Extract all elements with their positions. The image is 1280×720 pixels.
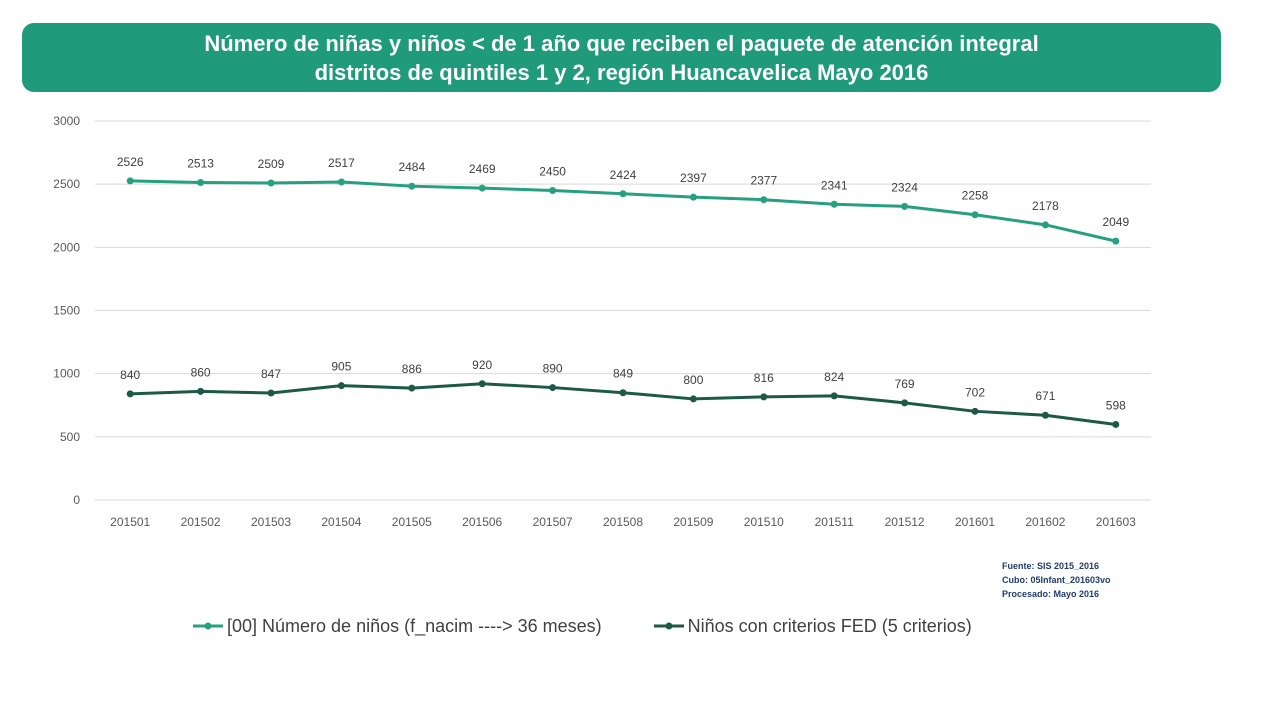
data-point (337, 178, 345, 186)
source-line: Fuente: SIS 2015_2016 (1002, 561, 1100, 571)
data-label: 2397 (680, 171, 707, 185)
data-point (1112, 420, 1120, 428)
data-point (1041, 411, 1049, 419)
chart-legend: [00] Número de niños (f_nacim ----> 36 m… (193, 614, 972, 638)
data-point (760, 196, 768, 204)
data-label: 2377 (750, 174, 777, 188)
chart-title-banner: Número de niñas y niños < de 1 año que r… (22, 23, 1221, 92)
legend-swatch-series-2 (653, 622, 684, 630)
x-tick-label: 201507 (533, 515, 573, 529)
x-tick-label: 201501 (110, 515, 150, 529)
y-tick-label: 3000 (53, 114, 80, 128)
data-point (478, 184, 486, 192)
x-tick-label: 201506 (462, 515, 502, 529)
x-tick-label: 201601 (955, 515, 995, 529)
data-label: 671 (1035, 389, 1055, 403)
x-tick-label: 201504 (321, 515, 361, 529)
data-point (478, 380, 486, 388)
data-point (971, 407, 979, 415)
legend-item-series-2[interactable]: Niños con criterios FED (5 criterios) (653, 615, 972, 637)
data-label: 847 (261, 367, 281, 381)
data-label: 890 (543, 362, 563, 376)
cube-line: Cubo: 05Infant_201603vo (1002, 575, 1111, 585)
x-tick-label: 201503 (251, 515, 291, 529)
data-label: 2450 (539, 164, 566, 178)
x-tick-label: 201510 (744, 515, 784, 529)
data-label: 2258 (962, 189, 989, 203)
data-point (689, 395, 697, 403)
data-point (830, 200, 838, 208)
data-label: 702 (965, 385, 985, 399)
x-tick-label: 201505 (392, 515, 432, 529)
data-point (760, 393, 768, 401)
data-label: 849 (613, 367, 633, 381)
data-point (1041, 221, 1049, 229)
data-label: 2049 (1102, 215, 1129, 229)
y-tick-label: 2500 (53, 177, 80, 191)
data-label: 2324 (891, 180, 918, 194)
data-label: 886 (402, 362, 422, 376)
x-tick-label: 201602 (1025, 515, 1065, 529)
data-label: 2526 (117, 155, 144, 169)
data-label: 2517 (328, 156, 355, 170)
data-label: 920 (472, 358, 492, 372)
data-point (337, 382, 345, 390)
data-point (1112, 237, 1120, 245)
x-tick-label: 201511 (815, 515, 854, 529)
data-point (197, 387, 205, 395)
data-point (901, 399, 909, 407)
data-point (549, 186, 557, 194)
data-point (408, 384, 416, 392)
data-label: 2341 (821, 178, 848, 192)
x-tick-label: 201508 (603, 515, 643, 529)
y-tick-label: 0 (73, 493, 80, 507)
data-point (830, 392, 838, 400)
data-point (267, 179, 275, 187)
legend-label-series-1: [00] Número de niños (f_nacim ----> 36 m… (227, 615, 602, 636)
data-label: 2424 (610, 168, 637, 182)
data-point (971, 211, 979, 219)
data-point (197, 179, 205, 187)
processed-line: Procesado: Mayo 2016 (1002, 589, 1100, 599)
data-label: 840 (120, 368, 140, 382)
data-label: 2178 (1032, 199, 1059, 213)
data-label: 800 (683, 373, 703, 387)
data-label: 769 (895, 377, 915, 391)
x-tick-label: 201502 (181, 515, 221, 529)
data-point (549, 384, 557, 392)
y-tick-label: 1000 (53, 367, 80, 381)
source-note: Fuente: SIS 2015_2016 Cubo: 05Infant_201… (1002, 559, 1111, 601)
y-tick-label: 1500 (53, 304, 80, 318)
legend-label-series-2: Niños con criterios FED (5 criterios) (687, 615, 972, 636)
data-point (619, 389, 627, 397)
chart-title-line2: distritos de quintiles 1 y 2, región Hua… (314, 59, 929, 85)
data-point (689, 193, 697, 201)
data-point (267, 389, 275, 397)
data-label: 816 (754, 371, 774, 385)
data-point (901, 202, 909, 210)
data-label: 860 (191, 365, 211, 379)
y-tick-label: 500 (60, 430, 80, 444)
data-label: 2509 (258, 157, 285, 171)
chart-title-line1: Número de niñas y niños < de 1 año que r… (204, 30, 1039, 56)
legend-swatch-series-1 (193, 622, 223, 630)
data-label: 824 (824, 370, 844, 384)
data-label: 2469 (469, 162, 496, 176)
data-label: 905 (331, 360, 351, 374)
data-point (619, 190, 627, 198)
y-tick-label: 2000 (53, 240, 80, 254)
data-label: 2513 (187, 157, 214, 171)
data-label: 598 (1106, 398, 1126, 412)
data-point (126, 390, 134, 398)
x-tick-label: 201512 (885, 515, 925, 529)
data-point (126, 177, 134, 185)
legend-item-series-1[interactable]: [00] Número de niños (f_nacim ----> 36 m… (193, 616, 602, 637)
data-point (408, 182, 416, 190)
x-tick-label: 201509 (673, 515, 713, 529)
x-tick-label: 201603 (1096, 515, 1136, 529)
data-label: 2484 (398, 160, 425, 174)
